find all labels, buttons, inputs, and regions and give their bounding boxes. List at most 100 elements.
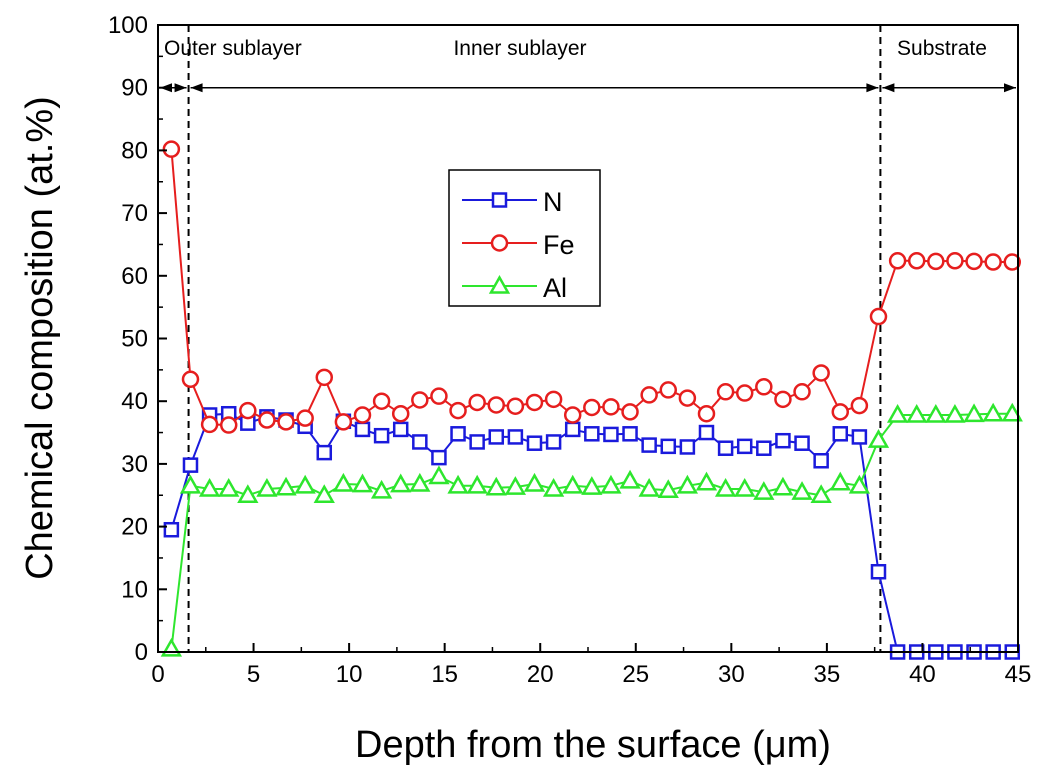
x-tick-label: 10 [336,661,363,688]
y-tick-label: 0 [135,639,148,666]
data-point-al [886,403,909,423]
data-point-n [163,521,180,538]
region-arrow-head-right [1004,83,1016,93]
data-point-al [562,474,584,494]
y-tick-label: 10 [121,576,148,603]
data-point-n [392,421,409,438]
data-point-fe [391,404,410,423]
data-point-n [412,434,428,450]
data-point-al [791,481,813,500]
data-point-al [313,484,335,503]
data-point-fe [774,390,792,409]
data-point-al [542,477,565,497]
region-arrow-1 [190,83,879,93]
series-line-al [170,412,1013,650]
data-point-al [447,474,469,494]
data-point-n [851,429,868,445]
data-point-al [237,484,259,503]
data-point-al [772,476,794,496]
data-point-n [373,427,390,444]
data-point-al [409,472,431,492]
data-point-n [622,426,638,442]
data-point-n [736,438,753,455]
data-point-fe [850,396,869,415]
data-point-al [466,474,488,494]
data-point-fe [927,252,945,271]
data-point-n [469,434,485,450]
data-point-n [507,429,524,445]
x-tick-label: 30 [718,661,745,688]
data-point-fe [755,378,773,396]
data-point-al [944,403,966,423]
data-point-al [734,477,756,497]
x-tick-label: 20 [527,661,554,688]
series-fe [162,140,1022,434]
data-point-fe [946,252,964,270]
data-point-n [813,453,829,469]
series-line-n [170,412,1013,653]
data-point-n [488,429,505,445]
data-point-fe [239,401,257,420]
plot-frame [157,24,1019,653]
chart-marks: 0 5 10 15 20 25 30 35 40 45 0 10 20 30 40 50 60 70 80 90 100 [108,12,1031,688]
data-point-fe [315,368,334,387]
data-point-n [660,438,677,455]
y-axis-title: Chemical composition (at.%) [19,96,61,580]
region-arrow-head-right [174,83,187,93]
data-point-al [294,474,316,494]
data-point-al [256,477,278,497]
data-point-al [638,477,660,497]
data-point-n [316,444,333,461]
data-point-al [523,472,546,492]
y-tick-label: 50 [121,326,148,353]
legend-marker-n [491,192,508,208]
legend-symbol-al [462,274,537,294]
data-point-n [450,426,466,442]
data-point-fe [296,409,314,427]
data-point-al [600,474,622,494]
legend-entry-n: N [462,187,563,217]
data-point-al [676,474,699,494]
data-point-n [756,440,772,456]
x-axis-label: Depth from the surface (μm) [355,724,831,766]
data-point-fe [984,253,1002,271]
data-point-al [351,473,374,493]
series-n [163,405,1021,660]
data-point-al [504,476,527,495]
data-point-fe [487,396,506,414]
data-point-fe [258,411,276,429]
region-arrow-head-left [882,83,895,93]
y-tick-label: 100 [108,12,148,39]
region-label-outer: Outer sublayer [164,37,302,60]
data-point-al [867,429,890,448]
data-point-n [545,434,562,450]
data-point-fe [200,415,219,434]
data-point-fe [678,389,697,407]
data-point-fe [888,252,907,270]
data-point-al [829,471,851,491]
data-point-n [182,457,199,473]
data-point-al [198,477,221,497]
data-point-fe [563,406,582,424]
y-tick-label: 60 [121,263,148,290]
y-tick-label: 40 [121,388,148,415]
data-point-n [832,426,849,442]
data-point-al [619,469,641,489]
data-point-fe [219,416,238,434]
data-point-fe [181,370,200,389]
data-point-n [564,421,581,438]
x-tick-label: 45 [1005,661,1032,688]
data-point-n [679,439,696,455]
legend-marker-fe [490,234,509,252]
data-point-fe [716,383,735,401]
data-point-al [1001,402,1023,422]
data-point-fe [735,384,754,402]
x-tick-label: 25 [622,661,649,688]
data-point-fe [277,413,295,431]
data-point-fe [793,383,811,401]
legend-symbol-n [462,192,537,208]
x-axis-title: Depth from the surface (μm) [355,724,831,766]
data-point-fe [334,413,353,431]
data-point-n [603,426,619,443]
data-point-fe [353,406,372,424]
